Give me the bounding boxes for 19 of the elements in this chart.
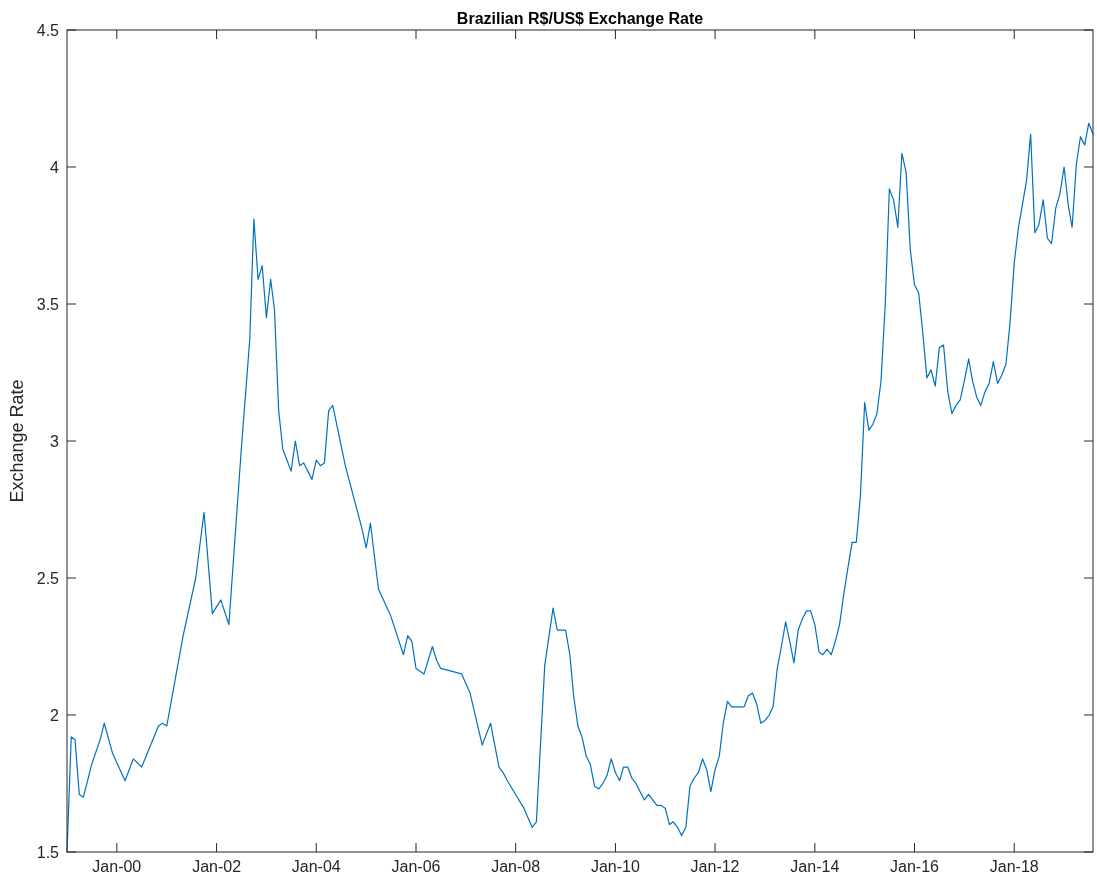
y-tick-label: 1.5: [36, 843, 60, 861]
y-tick-label: 3: [50, 432, 60, 450]
x-tick-label: Jan-08: [491, 858, 541, 875]
x-tick-label: Jan-18: [989, 858, 1039, 875]
y-tick-label: 2: [50, 706, 60, 724]
x-tick-label: Jan-06: [391, 858, 441, 875]
y-tick-label: 3.5: [36, 295, 60, 313]
y-tick-label: 2.5: [36, 569, 60, 587]
x-tick-label: Jan-16: [890, 858, 940, 875]
y-axis-title: Exchange Rate: [7, 379, 27, 503]
x-tick-label: Jan-14: [790, 858, 840, 875]
chart-title: Brazilian R$/US$ Exchange Rate: [456, 10, 704, 27]
x-tick-label: Jan-02: [192, 858, 242, 875]
x-tick-label: Jan-00: [92, 858, 142, 875]
x-tick-label: Jan-12: [690, 858, 740, 875]
x-tick-label: Jan-10: [590, 858, 640, 875]
y-tick-label: 4.5: [36, 21, 60, 39]
x-tick-label: Jan-04: [291, 858, 341, 875]
y-tick-label: 4: [50, 158, 60, 176]
